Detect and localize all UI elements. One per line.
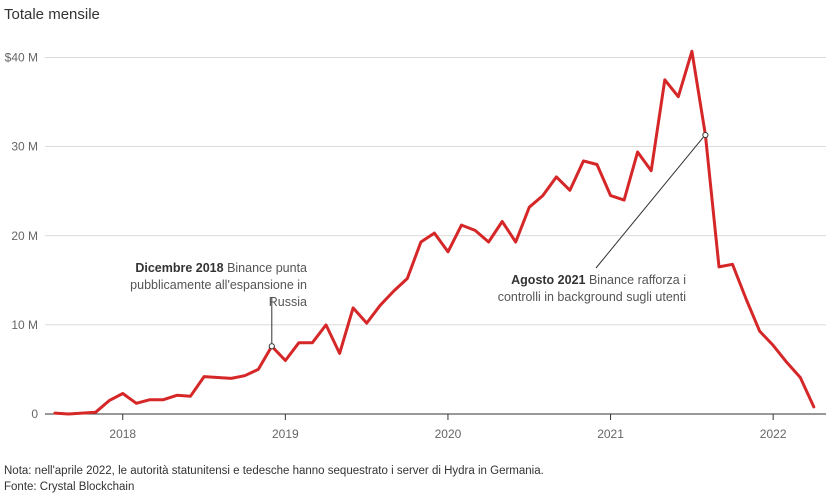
footer-source: Fonte: Crystal Blockchain xyxy=(4,481,135,493)
line-chart: 010 M20 M30 M$40 M 2018 2019 2020 2021 2022 … xyxy=(5,49,826,441)
y-tick-label: 20 M xyxy=(11,229,38,243)
annotation-text: Dicembre 2018 Binance punta xyxy=(135,261,307,275)
annotation-leader xyxy=(595,136,704,269)
x-tick-label: 2020 xyxy=(435,427,462,441)
x-tick-label: 2021 xyxy=(597,427,624,441)
y-tick-label: 10 M xyxy=(11,318,38,332)
y-axis-ticks: 0 10 M 20 M 30 M $40 M xyxy=(5,51,39,422)
x-axis: 2018 2019 2020 2021 2022 xyxy=(109,414,787,441)
footer-note: Nota: nell'aprile 2022, le autorità stat… xyxy=(4,465,544,477)
annotation-marker xyxy=(702,131,709,139)
series-line xyxy=(53,49,816,416)
annotation-bold: Agosto 2021 xyxy=(511,273,589,287)
annotation-text: pubblicamente all'espansione in xyxy=(130,278,307,292)
x-tick-label: 2018 xyxy=(109,427,136,441)
annotations: Dicembre 2018 Binance punta pubblicamente… xyxy=(130,131,709,350)
x-tick-label: 2019 xyxy=(272,427,299,441)
annotation-bold: Dicembre 2018 xyxy=(135,261,227,275)
annotation-text: Agosto 2021 Binance rafforza i xyxy=(511,273,686,287)
y-tick-label: 0 xyxy=(31,407,38,421)
chart-title: Totale mensile xyxy=(4,6,100,23)
annotation-rest: Binance punta xyxy=(227,261,307,275)
footer: Nota: nell'aprile 2022, le autorità stat… xyxy=(4,463,544,495)
annotation-rest: Binance rafforza i xyxy=(589,273,686,287)
y-tick-label: $40 M xyxy=(5,51,38,65)
annotation-text: controlli in background sugli utenti xyxy=(498,290,686,304)
annotation-marker xyxy=(268,343,275,350)
annotation-text: Russia xyxy=(269,295,307,309)
y-tick-label: 30 M xyxy=(11,140,38,154)
series-layer xyxy=(53,49,816,416)
x-tick-label: 2022 xyxy=(760,427,787,441)
